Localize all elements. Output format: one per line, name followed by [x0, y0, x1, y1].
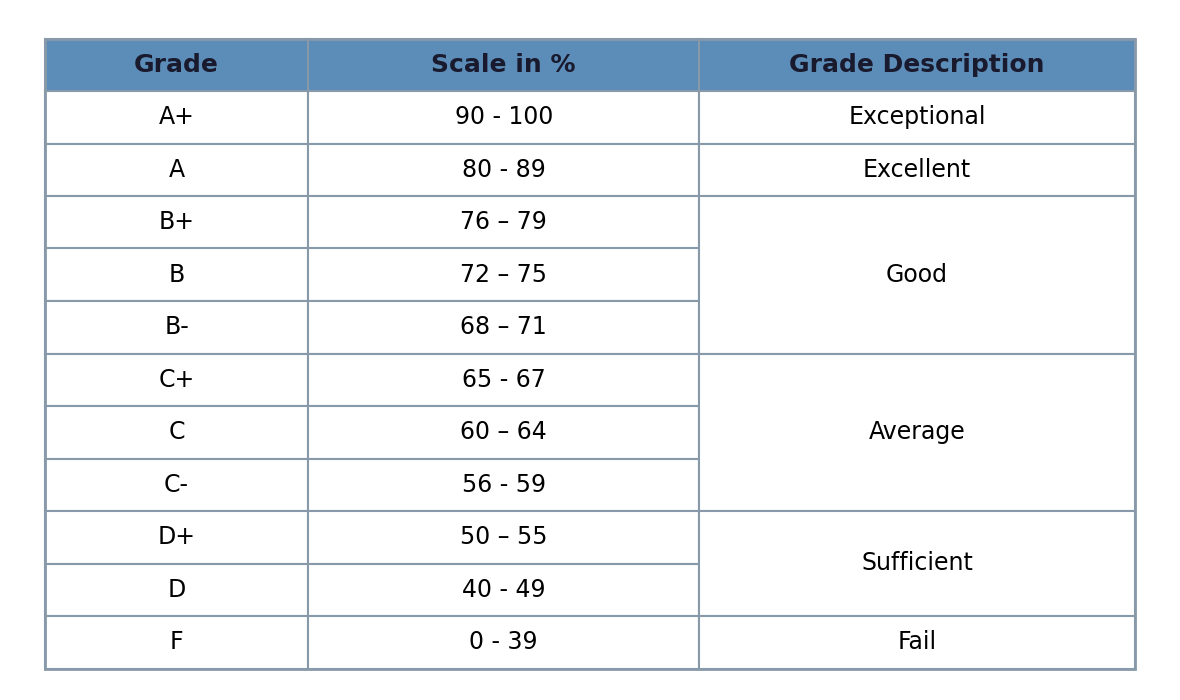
- Bar: [308, 511, 699, 564]
- Bar: [45, 91, 308, 144]
- Text: B: B: [169, 262, 185, 287]
- Bar: [45, 144, 308, 196]
- Bar: [45, 354, 308, 406]
- Text: 65 - 67: 65 - 67: [461, 368, 545, 392]
- Text: 80 - 89: 80 - 89: [461, 158, 545, 182]
- Bar: [308, 616, 699, 668]
- Text: 76 – 79: 76 – 79: [460, 210, 548, 235]
- Text: B+: B+: [158, 210, 195, 235]
- Bar: [699, 511, 1135, 616]
- Text: Scale in %: Scale in %: [432, 52, 576, 77]
- Bar: [45, 38, 308, 91]
- Text: 56 - 59: 56 - 59: [461, 473, 545, 497]
- Bar: [699, 354, 1135, 511]
- Bar: [308, 354, 699, 406]
- Text: F: F: [170, 630, 183, 654]
- Bar: [308, 406, 699, 459]
- Bar: [45, 616, 308, 668]
- Text: Sufficient: Sufficient: [861, 552, 974, 575]
- Bar: [699, 91, 1135, 144]
- Text: Good: Good: [886, 262, 948, 287]
- Text: Average: Average: [868, 420, 965, 444]
- Text: 40 - 49: 40 - 49: [461, 578, 545, 602]
- Text: 50 – 55: 50 – 55: [460, 525, 548, 550]
- Bar: [45, 406, 308, 459]
- Bar: [45, 196, 308, 248]
- Bar: [699, 616, 1135, 668]
- Text: C: C: [169, 420, 185, 444]
- Bar: [308, 144, 699, 196]
- Bar: [308, 196, 699, 248]
- Bar: [308, 38, 699, 91]
- Text: C+: C+: [158, 368, 195, 392]
- Text: B-: B-: [164, 315, 189, 340]
- Text: D: D: [168, 578, 185, 602]
- Bar: [45, 511, 308, 564]
- Bar: [308, 91, 699, 144]
- Bar: [308, 301, 699, 354]
- Bar: [45, 564, 308, 616]
- Text: A+: A+: [158, 105, 195, 130]
- Text: Fail: Fail: [898, 630, 937, 654]
- Text: Excellent: Excellent: [863, 158, 971, 182]
- Bar: [308, 248, 699, 301]
- Bar: [45, 458, 308, 511]
- Bar: [45, 38, 1135, 668]
- Text: 0 - 39: 0 - 39: [470, 630, 538, 654]
- Text: C-: C-: [164, 473, 189, 497]
- Bar: [308, 458, 699, 511]
- Text: Grade: Grade: [135, 52, 219, 77]
- Text: 68 – 71: 68 – 71: [460, 315, 548, 340]
- Text: 90 - 100: 90 - 100: [454, 105, 553, 130]
- Text: 60 – 64: 60 – 64: [460, 420, 548, 444]
- Bar: [45, 248, 308, 301]
- Bar: [699, 38, 1135, 91]
- Text: D+: D+: [158, 525, 196, 550]
- Bar: [308, 564, 699, 616]
- Text: 72 – 75: 72 – 75: [460, 262, 548, 287]
- Bar: [699, 196, 1135, 354]
- Bar: [699, 144, 1135, 196]
- Text: Exceptional: Exceptional: [848, 105, 985, 130]
- Text: A: A: [169, 158, 184, 182]
- Text: Grade Description: Grade Description: [789, 52, 1044, 77]
- Bar: [45, 301, 308, 354]
